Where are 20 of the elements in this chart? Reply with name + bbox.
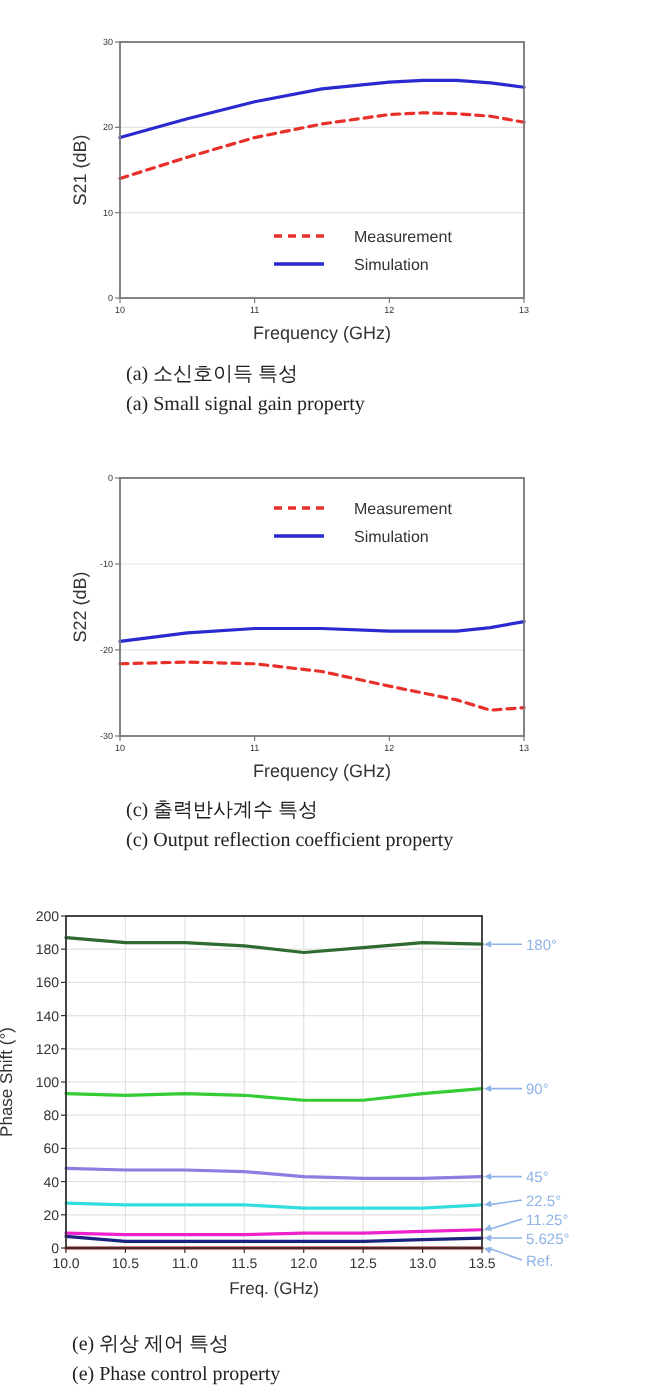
legend-label: Simulation — [354, 256, 429, 274]
y-axis-title: S21 (dB) — [70, 134, 90, 206]
legend-label: Measurement — [354, 500, 454, 518]
text: (c) Output reflection coefficient property — [126, 830, 454, 852]
text: (e) 위상 제어 특성 — [72, 1334, 230, 1356]
text: (c) 출력반사계수 특성 — [126, 800, 319, 822]
line-series — [118, 620, 526, 643]
y-axis-title: S22 (dB) — [70, 571, 90, 643]
legend-label: Simulation — [354, 528, 429, 546]
line-series — [118, 78, 526, 140]
y-axis-title: Phase Shift (°) — [0, 1026, 16, 1137]
x-axis-title: Frequency (GHz) — [252, 323, 392, 343]
x-axis-title: Frequency (GHz) — [252, 761, 392, 781]
x-axis-title: Freq. (GHz) — [229, 1278, 320, 1298]
text: (a) 소신호이득 특성 — [126, 364, 299, 386]
text: (e) Phase control property — [72, 1364, 281, 1386]
line-series — [118, 660, 526, 712]
line-series — [118, 111, 526, 181]
text: (a) Small signal gain property — [126, 394, 365, 416]
legend-label: Measurement — [354, 228, 454, 246]
